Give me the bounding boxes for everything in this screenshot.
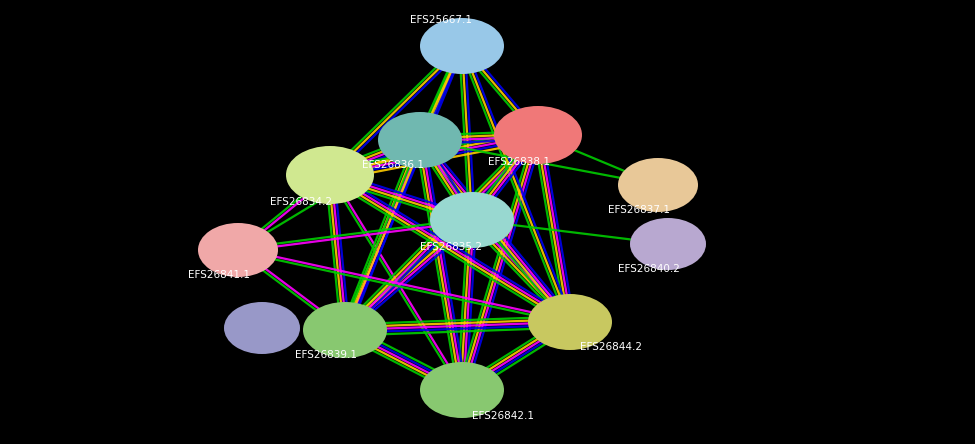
- Ellipse shape: [430, 192, 514, 248]
- Text: EFS25667.1: EFS25667.1: [410, 15, 472, 25]
- Ellipse shape: [528, 294, 612, 350]
- Ellipse shape: [494, 106, 582, 164]
- Ellipse shape: [303, 302, 387, 358]
- Text: EFS26834.2: EFS26834.2: [270, 197, 332, 207]
- Ellipse shape: [420, 362, 504, 418]
- Text: EFS26844.2: EFS26844.2: [580, 342, 642, 352]
- Ellipse shape: [618, 158, 698, 212]
- Text: EFS26840.2: EFS26840.2: [618, 264, 680, 274]
- Text: EFS26841.1: EFS26841.1: [188, 270, 250, 280]
- Ellipse shape: [420, 18, 504, 74]
- Ellipse shape: [378, 112, 462, 168]
- Text: EFS26842.1: EFS26842.1: [472, 411, 534, 421]
- Text: EFS26838.1: EFS26838.1: [488, 157, 550, 167]
- Ellipse shape: [630, 218, 706, 270]
- Ellipse shape: [224, 302, 300, 354]
- Text: EFS26839.1: EFS26839.1: [295, 350, 357, 360]
- Text: EFS26835.2: EFS26835.2: [420, 242, 482, 252]
- Ellipse shape: [198, 223, 278, 277]
- Ellipse shape: [286, 146, 374, 204]
- Text: EFS26837.1: EFS26837.1: [608, 205, 670, 215]
- Text: EFS26836.1: EFS26836.1: [362, 160, 424, 170]
